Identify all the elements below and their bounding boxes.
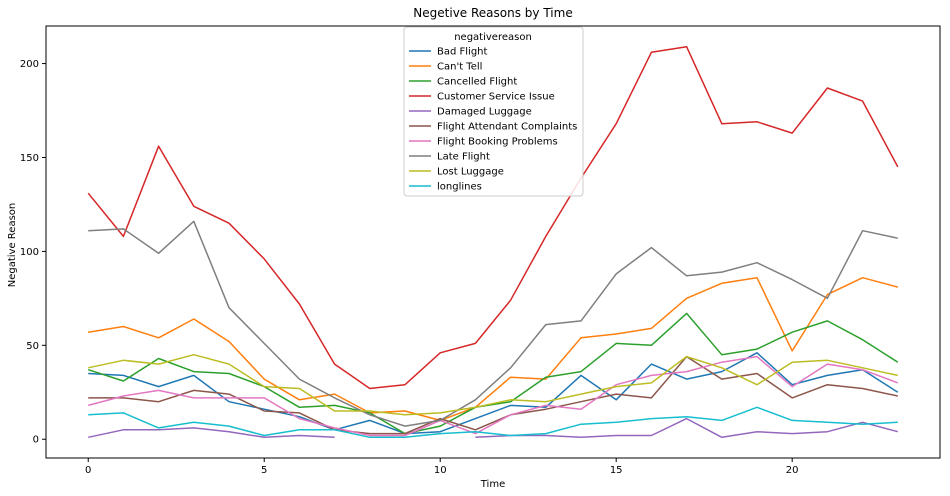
plot-frame [45,25,941,459]
legend-label-2: Cancelled Flight [437,77,517,88]
chart-title: Negetive Reasons by Time [413,6,572,20]
x-tick-label: 15 [610,465,623,476]
legend-label-7: Late Flight [437,152,490,163]
series-line-1 [88,276,898,422]
x-tick-label: 20 [786,465,799,476]
legend-items: Bad Flight Can't Tell Cancelled Flight Cust… [409,47,577,193]
legend-label-3: Customer Service Issue [437,92,555,103]
x-tick-label: 0 [85,465,91,476]
legend-label-8: Lost Luggage [437,167,504,178]
series-line-5 [88,355,898,435]
legend: negativereason Bad Flight Can't Tell Cance… [403,26,584,197]
legend-label-9: longlines [437,182,482,193]
legend-box [403,26,584,197]
series-line-7 [88,220,898,427]
series-line-2 [87,312,899,435]
legend-title: negativereason [454,32,532,43]
legend-label-4: Damaged Luggage [437,107,532,118]
legend-label-6: Flight Booking Problems [437,137,558,148]
y-tick-label: 150 [20,153,39,164]
series-layer [87,45,899,439]
y-tick-label: 200 [20,59,39,70]
legend-label-1: Can't Tell [437,62,482,73]
legend-label-5: Flight Attendant Complaints [437,122,577,133]
y-tick-label: 0 [33,435,39,446]
series-line-9 [88,406,898,439]
y-axis: 0 50 100 150 200 [20,59,46,446]
y-tick-label: 100 [20,247,39,258]
x-axis: 0 5 10 15 20 [85,458,799,476]
series-line-3 [87,45,899,390]
plot-area [45,25,941,459]
series-line-8 [88,353,898,416]
x-tick-label: 10 [434,465,447,476]
series-line-4 [88,417,898,439]
y-tick-label: 50 [26,341,39,352]
series-line-6 [88,355,899,437]
x-axis-label: Time [480,479,505,490]
x-tick-label: 5 [261,465,267,476]
legend-label-0: Bad Flight [437,47,488,58]
y-axis-label: Negative Reason [7,203,18,288]
